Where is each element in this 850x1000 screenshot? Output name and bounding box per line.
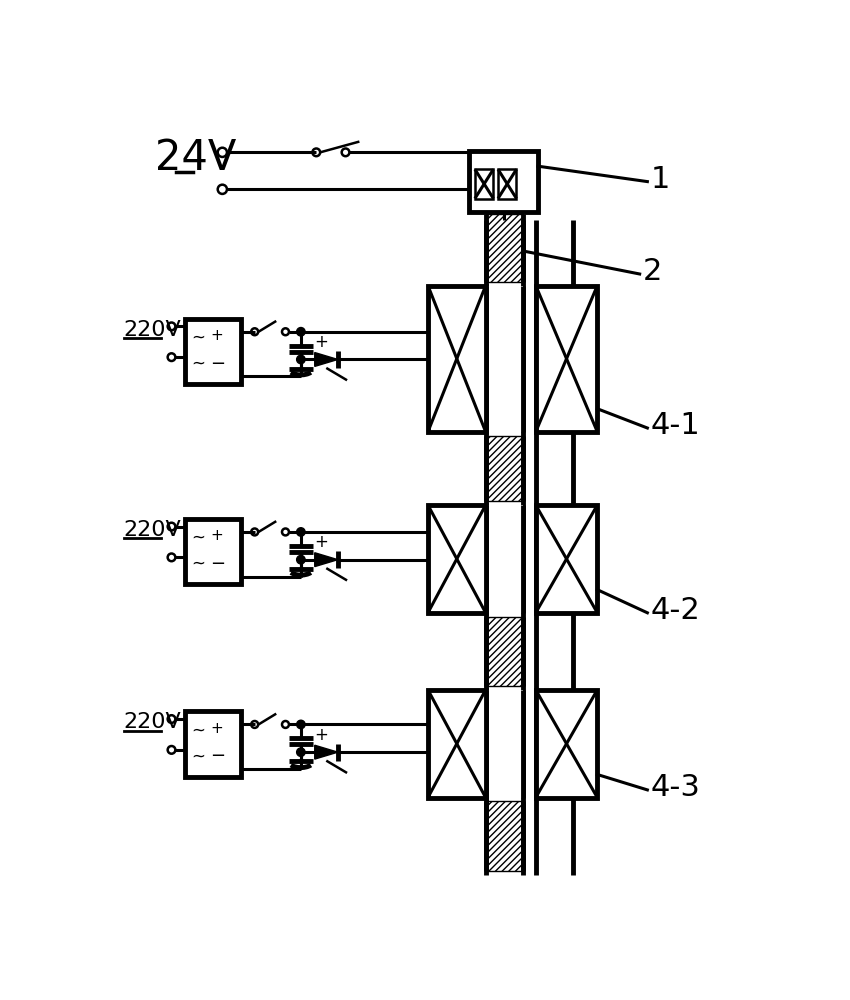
Circle shape — [297, 748, 305, 756]
Bar — [485, 617, 523, 686]
Polygon shape — [314, 745, 337, 759]
Bar — [485, 505, 523, 613]
Text: 4-2: 4-2 — [650, 596, 700, 625]
Bar — [185, 711, 241, 777]
Polygon shape — [314, 353, 337, 366]
Text: −: − — [210, 355, 225, 373]
Bar — [428, 505, 485, 613]
Bar — [536, 690, 598, 798]
Text: −: − — [210, 555, 225, 573]
Text: ~: ~ — [191, 529, 206, 547]
Bar — [468, 151, 538, 212]
Circle shape — [297, 355, 305, 364]
Bar — [185, 519, 241, 584]
Text: 220V: 220V — [124, 712, 182, 732]
Text: 4-1: 4-1 — [650, 411, 700, 440]
Bar — [485, 436, 523, 501]
Circle shape — [297, 555, 305, 564]
Text: +: + — [210, 528, 223, 543]
Bar — [185, 319, 241, 384]
Circle shape — [297, 720, 305, 729]
Text: +: + — [210, 328, 223, 343]
Bar — [485, 286, 523, 432]
Bar — [475, 169, 493, 199]
Bar — [428, 286, 485, 432]
Text: 220V: 220V — [124, 320, 182, 340]
Text: ~: ~ — [191, 747, 206, 765]
Text: 2: 2 — [643, 257, 662, 286]
Bar — [536, 286, 598, 432]
Text: +: + — [210, 721, 223, 736]
Text: 24V: 24V — [155, 137, 236, 179]
Circle shape — [297, 328, 305, 336]
Text: +: + — [314, 333, 329, 351]
Text: ~: ~ — [191, 355, 206, 373]
Bar — [485, 801, 523, 871]
Text: 220V: 220V — [124, 520, 182, 540]
Bar — [428, 690, 485, 798]
Text: +: + — [314, 726, 329, 744]
Bar — [498, 169, 517, 199]
Text: 1: 1 — [650, 165, 670, 194]
Text: +: + — [314, 533, 329, 551]
Bar — [485, 690, 523, 798]
Bar — [536, 505, 598, 613]
Circle shape — [297, 528, 305, 536]
Text: ~: ~ — [191, 329, 206, 347]
Text: 4-3: 4-3 — [650, 773, 700, 802]
Text: ~: ~ — [191, 555, 206, 573]
Text: ~: ~ — [191, 721, 206, 739]
Polygon shape — [314, 553, 337, 567]
Bar — [485, 214, 523, 282]
Text: −: − — [210, 747, 225, 765]
